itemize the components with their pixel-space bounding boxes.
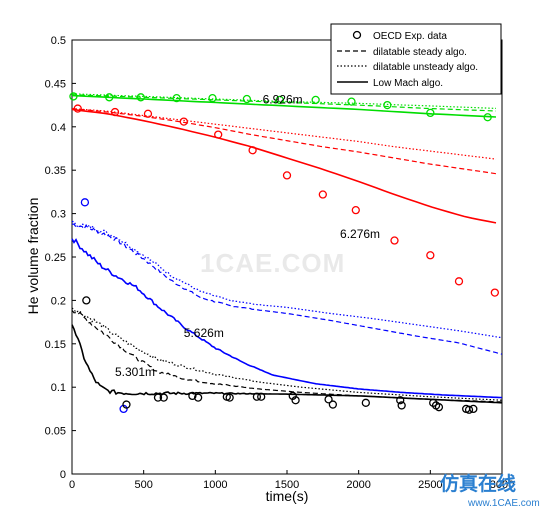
- series-line: [71, 220, 503, 339]
- series-line: [71, 93, 497, 109]
- exp-data-point: [397, 401, 406, 410]
- series-line: [71, 310, 503, 403]
- y-axis-title: He volume fraction: [25, 198, 41, 315]
- exp-data-point: [351, 205, 360, 215]
- y-tick-label: 0.25: [45, 252, 66, 264]
- exp-data-point: [282, 171, 292, 180]
- legend-label-lowmach: Low Mach algo.: [373, 78, 443, 89]
- y-tick-label: 0.15: [45, 339, 66, 351]
- legend: OECD Exp. data dilatable steady algo. di…: [330, 23, 502, 95]
- legend-label-unsteady: dilatable unsteady algo.: [373, 62, 478, 73]
- y-tick-label: 0.1: [51, 382, 66, 394]
- exp-data-point: [291, 396, 300, 405]
- logo-chinese-text: 仿真在线: [440, 472, 516, 495]
- y-tick-label: 0.05: [45, 426, 66, 438]
- y-tick-label: 0.3: [51, 209, 66, 221]
- y-tick-label: 0.45: [45, 78, 66, 90]
- curve-label: 6.926m: [263, 92, 303, 106]
- exp-data-point: [490, 288, 499, 297]
- exp-data-point: [454, 277, 464, 286]
- exp-data-point: [275, 95, 284, 105]
- exp-data-point: [179, 117, 188, 126]
- exp-data-point: [361, 398, 370, 407]
- series-line: [71, 307, 503, 401]
- curve-label: 6.276m: [340, 227, 380, 241]
- series-layer: [69, 92, 503, 414]
- legend-label-exp: OECD Exp. data: [373, 31, 447, 42]
- exp-data-point: [469, 404, 478, 414]
- exp-data-point: [82, 296, 91, 305]
- y-tick-label: 0: [60, 469, 66, 481]
- site-logo: 仿真在线 www.1CAE.com: [440, 472, 540, 509]
- exp-data-point: [122, 400, 131, 409]
- exp-data-point: [242, 94, 252, 104]
- series-line: [71, 238, 503, 399]
- logo-url: www.1CAE.com: [467, 498, 540, 509]
- y-tick-label: 0.35: [45, 165, 66, 177]
- y-tick-label: 0.2: [51, 295, 66, 307]
- x-axis-title: time(s): [266, 488, 309, 504]
- x-tick-label: 3000: [490, 479, 514, 491]
- exp-data-point: [328, 400, 338, 409]
- y-tick-label: 0.5: [51, 35, 66, 47]
- y-tick-label: 0.4: [51, 122, 66, 134]
- exp-data-point: [390, 236, 399, 245]
- x-tick-label: 500: [134, 479, 152, 491]
- curve-label: 5.301m: [115, 365, 155, 379]
- x-tick-label: 2500: [418, 479, 442, 491]
- series-line: [71, 324, 503, 404]
- watermark: 1CAE.COM: [200, 248, 345, 278]
- annotation-layer: 6.926m 6.276m 5.626m 5.301m: [115, 92, 380, 379]
- x-tick-label: 1000: [203, 479, 227, 491]
- legend-label-steady: dilatable steady algo.: [373, 47, 467, 58]
- exp-data-point: [193, 393, 203, 402]
- series-line: [71, 108, 497, 224]
- x-tick-label: 1500: [275, 479, 299, 491]
- legend-marker-exp: [352, 30, 362, 40]
- exp-data-point: [347, 97, 356, 106]
- x-tick-label: 0: [69, 479, 75, 491]
- exp-data-point: [464, 405, 474, 414]
- series-line: [71, 94, 497, 112]
- exp-data-point: [318, 190, 327, 199]
- exp-data-point: [426, 251, 435, 260]
- series-line: [71, 94, 497, 118]
- exp-data-point: [396, 396, 405, 405]
- ticks-layer: 0 500 1000 1500 2000 2500 3000 0 0.05 0.1 0.15 0.2 0…: [45, 35, 515, 491]
- series-line: [71, 108, 497, 160]
- x-tick-label: 2000: [346, 479, 370, 491]
- exp-data-point: [434, 403, 444, 412]
- plot-area: 0 500 1000 1500 2000 2500 3000 0 0.05 0.1 0.15 0.2 0…: [45, 35, 515, 491]
- curve-label: 5.626m: [184, 326, 224, 340]
- series-line: [71, 223, 503, 355]
- exp-data-point: [80, 198, 90, 207]
- exp-data-point: [225, 393, 234, 402]
